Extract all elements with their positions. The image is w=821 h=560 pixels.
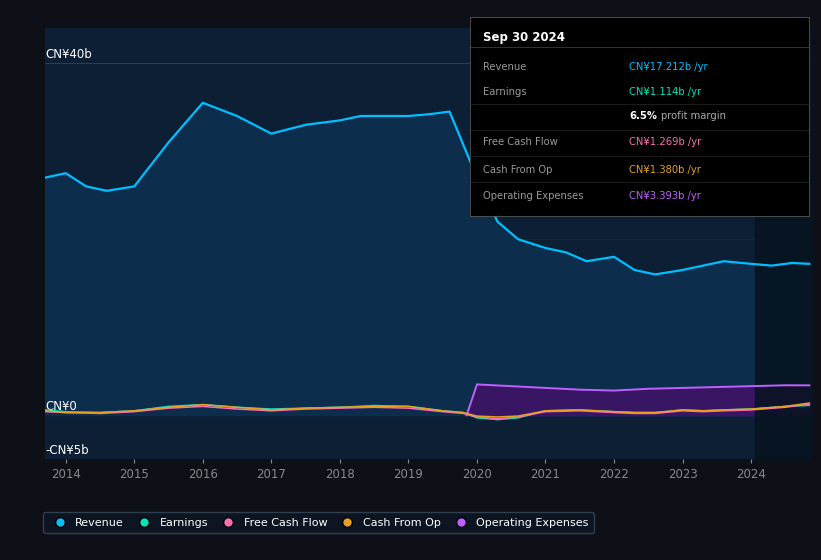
Text: CN¥3.393b /yr: CN¥3.393b /yr <box>629 191 701 200</box>
Text: CN¥1.114b /yr: CN¥1.114b /yr <box>629 87 701 97</box>
Text: CN¥1.380b /yr: CN¥1.380b /yr <box>629 165 701 175</box>
Text: CN¥17.212b /yr: CN¥17.212b /yr <box>629 62 708 72</box>
Text: CN¥40b: CN¥40b <box>45 48 92 61</box>
Text: Earnings: Earnings <box>484 87 527 97</box>
Text: CN¥1.269b /yr: CN¥1.269b /yr <box>629 137 701 147</box>
Text: Revenue: Revenue <box>484 62 526 72</box>
Text: profit margin: profit margin <box>661 111 727 121</box>
Text: 6.5%: 6.5% <box>629 111 657 121</box>
Bar <box>754 28 813 459</box>
Text: Operating Expenses: Operating Expenses <box>484 191 584 200</box>
Text: -CN¥5b: -CN¥5b <box>45 444 89 457</box>
Text: Sep 30 2024: Sep 30 2024 <box>484 31 565 44</box>
Text: Free Cash Flow: Free Cash Flow <box>484 137 558 147</box>
Text: Cash From Op: Cash From Op <box>484 165 553 175</box>
Text: CN¥0: CN¥0 <box>45 400 77 413</box>
Legend: Revenue, Earnings, Free Cash Flow, Cash From Op, Operating Expenses: Revenue, Earnings, Free Cash Flow, Cash … <box>43 512 594 534</box>
